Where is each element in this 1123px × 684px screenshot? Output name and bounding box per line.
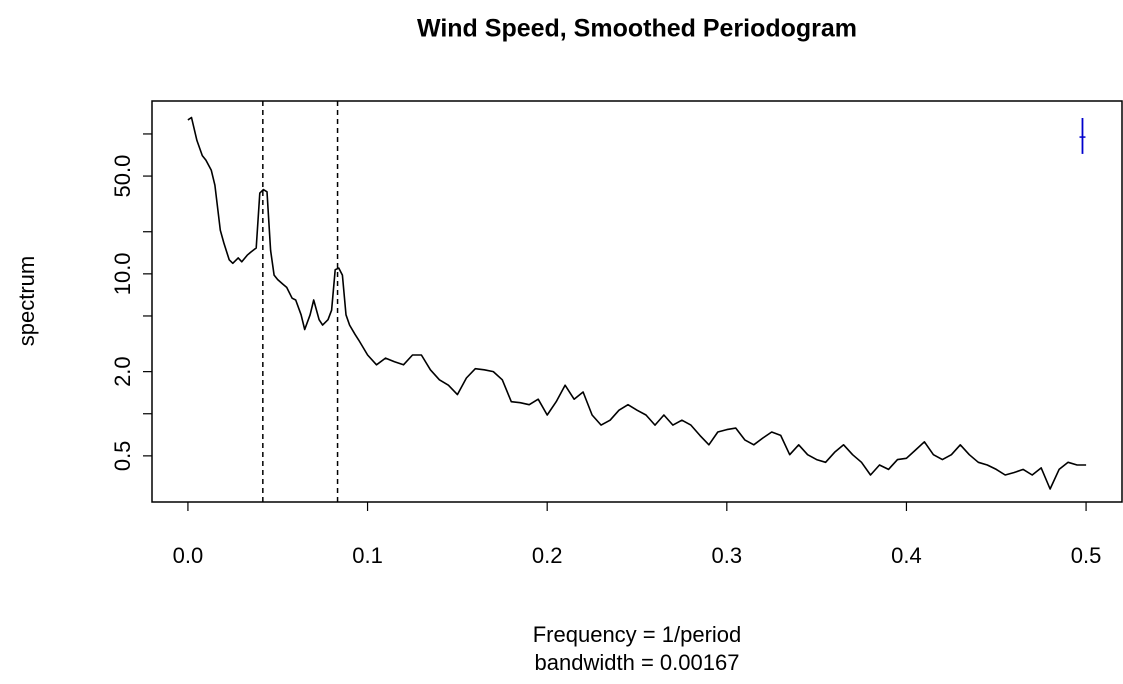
y-tick-label: 50.0 bbox=[110, 155, 135, 198]
x-tick-label: 0.1 bbox=[352, 543, 383, 568]
y-axis-label: spectrum bbox=[14, 256, 39, 346]
x-tick-label: 0.2 bbox=[532, 543, 563, 568]
x-tick-label: 0.0 bbox=[173, 543, 204, 568]
x-axis-label: Frequency = 1/period bbox=[533, 622, 742, 647]
y-tick-label: 10.0 bbox=[110, 252, 135, 295]
x-tick-label: 0.3 bbox=[712, 543, 743, 568]
spectrum-line bbox=[187, 116, 1087, 490]
y-tick-label: 0.5 bbox=[110, 441, 135, 472]
plot-frame bbox=[151, 100, 1123, 503]
subtitle: bandwidth = 0.00167 bbox=[535, 650, 740, 675]
y-tick-label: 2.0 bbox=[110, 356, 135, 387]
x-tick-label: 0.5 bbox=[1071, 543, 1102, 568]
x-tick-label: 0.4 bbox=[891, 543, 922, 568]
chart-title: Wind Speed, Smoothed Periodogram bbox=[417, 15, 857, 43]
